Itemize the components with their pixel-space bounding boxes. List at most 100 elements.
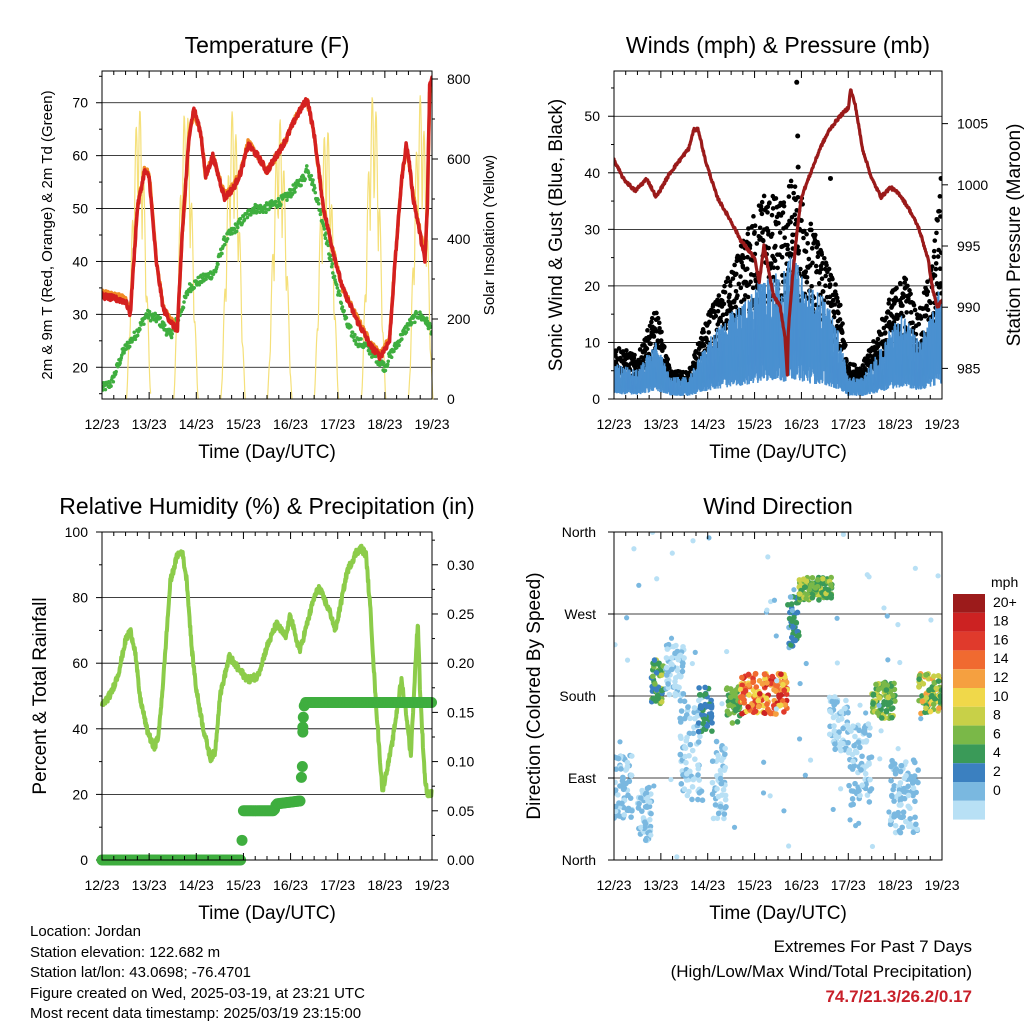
direction-point [719, 758, 725, 764]
gust-point [905, 284, 910, 289]
direction-point [638, 795, 644, 801]
dewpoint-point [128, 345, 132, 349]
direction-point [843, 698, 849, 704]
gust-point [876, 337, 881, 342]
direction-point [815, 577, 821, 583]
direction-point [928, 709, 934, 715]
direction-point [710, 758, 716, 764]
direction-point [832, 741, 838, 747]
direction-point [866, 721, 872, 727]
gust-point [838, 303, 843, 308]
x-tick-label: 19/23 [924, 416, 959, 432]
gust-point [659, 338, 664, 343]
direction-point [782, 688, 788, 694]
gust-point [798, 267, 803, 272]
gust-point [924, 304, 929, 309]
direction-point [664, 665, 670, 671]
dewpoint-point [323, 227, 327, 231]
gust-point [771, 265, 776, 270]
dewpoint-point [338, 294, 342, 298]
direction-point [778, 702, 784, 708]
direction-point [648, 833, 653, 838]
direction-point [797, 591, 803, 597]
direction-point [718, 804, 724, 810]
direction-point [852, 734, 858, 740]
direction-point [689, 797, 695, 803]
solar-series [127, 111, 151, 399]
direction-point [683, 760, 689, 766]
gust-point [648, 342, 653, 347]
direction-point [772, 598, 777, 603]
dewpoint-point [324, 236, 328, 240]
gust-point [828, 176, 833, 181]
direction-point [918, 716, 923, 721]
dewpoint-point [153, 312, 157, 316]
gust-point [840, 330, 845, 335]
dewpoint-point [235, 229, 239, 233]
x-tick-label: 16/23 [273, 877, 308, 893]
direction-point [687, 716, 693, 722]
direction-point [833, 733, 839, 739]
direction-point [612, 780, 618, 786]
direction-point [876, 687, 882, 693]
direction-point [757, 691, 763, 697]
direction-point [850, 759, 856, 765]
gust-point [761, 239, 766, 244]
dewpoint-point [134, 338, 138, 342]
direction-point [857, 703, 862, 708]
gust-point [774, 196, 779, 201]
gust-point [716, 309, 721, 314]
direction-point [765, 706, 771, 712]
direction-point [628, 795, 634, 801]
gust-point [838, 317, 843, 322]
direction-point [708, 715, 714, 721]
direction-point [911, 785, 917, 791]
direction-point [676, 673, 682, 679]
direction-point [789, 618, 795, 624]
y2-tick-label: 1005 [957, 116, 988, 132]
direction-point [722, 811, 728, 817]
direction-point [687, 769, 693, 775]
direction-point [753, 671, 759, 677]
direction-point [931, 673, 937, 679]
direction-point [797, 736, 802, 741]
dewpoint-point [353, 333, 357, 337]
dewpoint-point [333, 274, 337, 278]
direction-point [853, 823, 858, 828]
gust-point [814, 264, 819, 269]
dewpoint-point [336, 286, 340, 290]
direction-point [846, 783, 852, 789]
direction-point [672, 650, 678, 656]
gust-point [657, 321, 662, 326]
dewpoint-point [142, 322, 146, 326]
gust-point [780, 255, 785, 260]
gust-point [805, 241, 810, 246]
gust-point [795, 134, 800, 139]
dewpoint-point [382, 361, 386, 365]
direction-point [885, 695, 891, 701]
direction-point [828, 593, 834, 599]
direction-point [673, 643, 679, 649]
direction-point [809, 595, 815, 601]
gust-point [734, 272, 739, 277]
x-tick-label: 15/23 [226, 416, 261, 432]
direction-point [808, 758, 813, 763]
direction-point [728, 694, 734, 700]
gust-point [807, 257, 812, 262]
gust-point [770, 213, 775, 218]
gust-point [773, 244, 778, 249]
dewpoint-point [415, 312, 419, 316]
direction-point [684, 735, 690, 741]
direction-point [688, 742, 694, 748]
direction-point [885, 613, 890, 618]
direction-point [838, 748, 844, 754]
dewpoint-point [349, 325, 353, 329]
direction-point [870, 700, 876, 706]
gust-point [805, 275, 810, 280]
dewpoint-point [182, 300, 186, 304]
direction-point [785, 602, 791, 608]
direction-point [912, 798, 918, 804]
y2-tick-label: 600 [447, 151, 471, 167]
direction-point [929, 693, 935, 699]
